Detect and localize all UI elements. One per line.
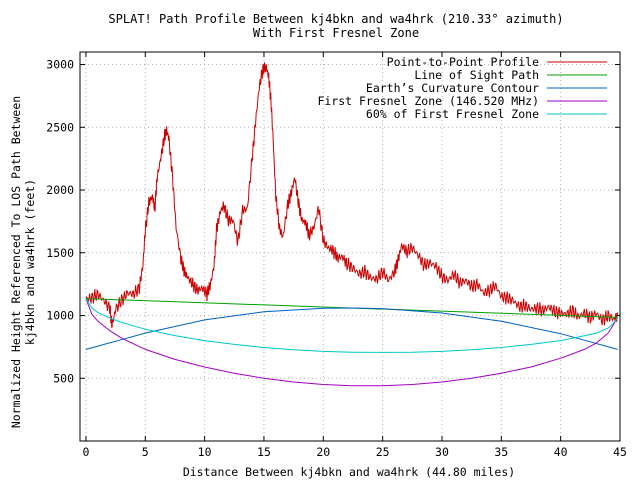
legend-label-3: Earth’s Curvature Contour bbox=[366, 81, 539, 95]
x-tick-label: 15 bbox=[257, 445, 271, 459]
y-tick-label: 2000 bbox=[46, 183, 74, 197]
series-line-3 bbox=[85, 307, 618, 350]
series-line-4 bbox=[85, 298, 619, 387]
tick-labels: 0 5 10 15 20 25 30 35 40 45 500 1000 1500 2000 2500 300… bbox=[46, 58, 627, 459]
x-tick-label: 25 bbox=[376, 445, 390, 459]
x-tick-label: 10 bbox=[198, 445, 212, 459]
x-tick-label: 20 bbox=[316, 445, 330, 459]
legend-label-1: Point-to-Point Profile bbox=[387, 55, 539, 69]
y-axis-label-line2: kj4bkn and wa4hrk (feet) bbox=[23, 179, 37, 345]
plot-frame bbox=[79, 51, 621, 442]
axes bbox=[79, 51, 621, 442]
x-tick-label: 40 bbox=[554, 445, 568, 459]
legend-label-4: First Fresnel Zone (146.520 MHz) bbox=[317, 94, 539, 108]
x-axis-label: Distance Between kj4bkn and wa4hrk (44.8… bbox=[183, 465, 515, 479]
series-line-5 bbox=[85, 298, 619, 353]
legend-label-5: 60% of First Fresnel Zone bbox=[366, 107, 539, 121]
x-tick-label: 35 bbox=[494, 445, 508, 459]
x-tick-label: 0 bbox=[82, 445, 89, 459]
series-group bbox=[85, 62, 619, 387]
legend-label-2: Line of Sight Path bbox=[414, 68, 539, 82]
x-tick-label: 45 bbox=[613, 445, 627, 459]
y-tick-label: 1000 bbox=[46, 309, 74, 323]
y-axis-label-line1: Normalized Height Referenced To LOS Path… bbox=[9, 96, 23, 428]
x-tick-label: 5 bbox=[142, 445, 149, 459]
chart-title-line2: With First Fresnel Zone bbox=[253, 26, 419, 40]
y-tick-label: 1500 bbox=[46, 246, 74, 260]
chart-title-line1: SPLAT! Path Profile Between kj4bkn and w… bbox=[108, 12, 563, 26]
y-tick-label: 3000 bbox=[46, 58, 74, 72]
y-tick-label: 500 bbox=[53, 371, 74, 385]
y-tick-label: 2500 bbox=[46, 120, 74, 134]
series-line-1 bbox=[85, 62, 619, 329]
x-tick-label: 30 bbox=[435, 445, 449, 459]
